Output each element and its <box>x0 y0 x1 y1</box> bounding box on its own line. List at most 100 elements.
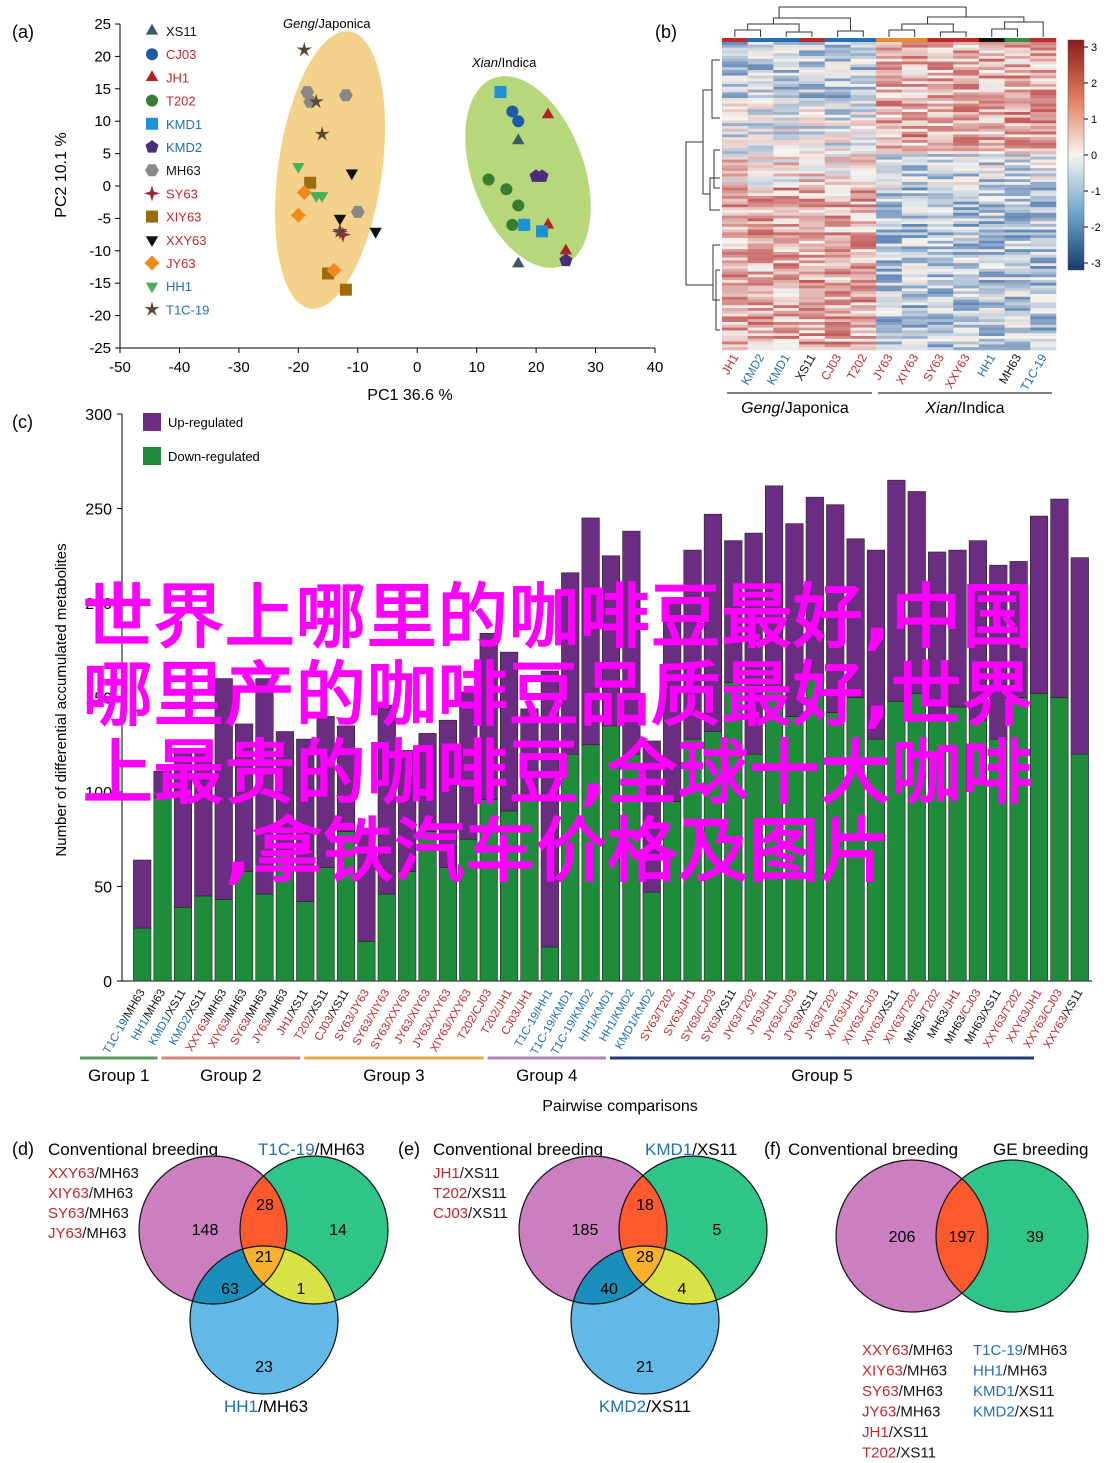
legend-marker-kmd2 <box>145 140 159 153</box>
heatmap-cell <box>876 128 903 132</box>
heatmap-column-label: T202 <box>844 351 870 382</box>
heatmap-cell <box>927 98 954 102</box>
heatmap-cell <box>1004 243 1031 247</box>
bar-down-regulated <box>764 687 784 982</box>
venn-region-bc <box>619 1246 719 1304</box>
heatmap-cell <box>1004 184 1031 188</box>
heatmap-cell <box>722 333 748 337</box>
pca-point-xxy63 <box>369 227 382 239</box>
heatmap-cell <box>799 190 826 194</box>
heatmap-cell <box>824 142 851 146</box>
heatmap-cell <box>773 257 800 261</box>
heatmap-cell <box>1030 224 1057 228</box>
heatmap-cell <box>901 44 928 48</box>
heatmap-cell <box>1030 254 1057 258</box>
heatmap-cell <box>824 168 851 172</box>
heatmap-cell <box>1004 285 1031 289</box>
heatmap-cell <box>747 134 774 138</box>
heatmap-cell <box>978 81 1005 85</box>
heatmap-cell <box>824 154 851 158</box>
heatmap-cell <box>747 336 774 340</box>
heatmap-cell <box>824 257 851 261</box>
heatmap-cell <box>773 246 800 250</box>
panel-e-label: (e) <box>398 1139 420 1159</box>
heatmap-cell <box>747 282 774 286</box>
pca-x-tick-label: 20 <box>528 359 545 376</box>
pca-point-t202 <box>512 199 525 212</box>
heatmap-cell <box>799 67 826 71</box>
pca-y-tick-label: -20 <box>89 308 111 325</box>
heatmap-cell <box>953 112 980 116</box>
heatmap-cell <box>1004 193 1031 197</box>
heatmap-cell <box>876 98 903 102</box>
heatmap-cell <box>876 226 903 230</box>
heatmap-cell <box>747 184 774 188</box>
heatmap-cell <box>722 98 748 102</box>
heatmap-cell <box>1030 226 1057 230</box>
heatmap-cell <box>876 67 903 71</box>
heatmap-cell <box>978 288 1005 292</box>
heatmap-cell <box>824 47 851 51</box>
heatmap-cell <box>773 260 800 264</box>
heatmap-cell <box>901 277 928 281</box>
heatmap-cell <box>747 148 774 152</box>
heatmap-cell <box>953 196 980 200</box>
heatmap-cell <box>1030 308 1057 312</box>
heatmap-cell <box>850 162 877 166</box>
heatmap-cell <box>824 210 851 214</box>
heatmap-cell <box>901 257 928 261</box>
heatmap-cell <box>901 190 928 194</box>
heatmap-cell <box>850 224 877 228</box>
heatmap-cell <box>722 114 748 118</box>
heatmap-column-color <box>978 38 1005 42</box>
heatmap-cell <box>1004 207 1031 211</box>
bar-down-regulated <box>194 895 213 982</box>
heatmap-column-color <box>927 38 954 42</box>
heatmap-cell <box>722 285 748 289</box>
heatmap-cell <box>824 282 851 286</box>
pca-x-tick-label: 0 <box>413 359 421 376</box>
heatmap-cell <box>850 336 877 340</box>
heatmap-cell <box>722 81 748 85</box>
venn-count-abc: 21 <box>255 1249 273 1266</box>
heatmap-cell <box>901 128 928 132</box>
heatmap-cell <box>747 341 774 345</box>
heatmap-cell <box>1004 271 1031 275</box>
heatmap-cell <box>850 218 877 222</box>
heatmap-cell <box>1004 238 1031 242</box>
heatmap-cell <box>953 240 980 244</box>
pca-point-kmd2 <box>559 253 573 267</box>
heatmap-cell <box>747 207 774 211</box>
heatmap-cell <box>824 103 851 107</box>
heatmap-cell <box>901 187 928 191</box>
heatmap-cell <box>978 142 1005 146</box>
heatmap-cell <box>1004 92 1031 96</box>
heatmap-cell <box>747 81 774 85</box>
heatmap-cell <box>799 187 826 191</box>
heatmap-cell <box>773 64 800 68</box>
heatmap-cell <box>850 56 877 60</box>
heatmap-cell <box>824 75 851 79</box>
heatmap-cell <box>799 313 826 317</box>
heatmap-cell <box>773 238 800 242</box>
heatmap-cell <box>850 310 877 314</box>
heatmap-cell <box>901 249 928 253</box>
heatmap-cell <box>747 302 774 306</box>
heatmap-cell <box>927 305 954 309</box>
heatmap-cell <box>978 308 1005 312</box>
heatmap-cell <box>773 95 800 99</box>
heatmap-cell <box>953 170 980 174</box>
heatmap-cell <box>1004 232 1031 236</box>
list-item: T202/XS11 <box>433 1185 507 1202</box>
heatmap-cell <box>1004 47 1031 51</box>
heatmap-cell <box>722 86 748 90</box>
heatmap-cell <box>850 190 877 194</box>
heatmap-cell <box>747 159 774 163</box>
heatmap-cell <box>850 64 877 68</box>
heatmap-cell <box>927 201 954 205</box>
heatmap-cell <box>901 291 928 295</box>
pca-point-t1c-19 <box>296 41 312 57</box>
heatmap-cell <box>747 117 774 121</box>
heatmap-cell <box>1030 95 1057 99</box>
pca-y-label: PC2 10.1 % <box>53 132 70 217</box>
